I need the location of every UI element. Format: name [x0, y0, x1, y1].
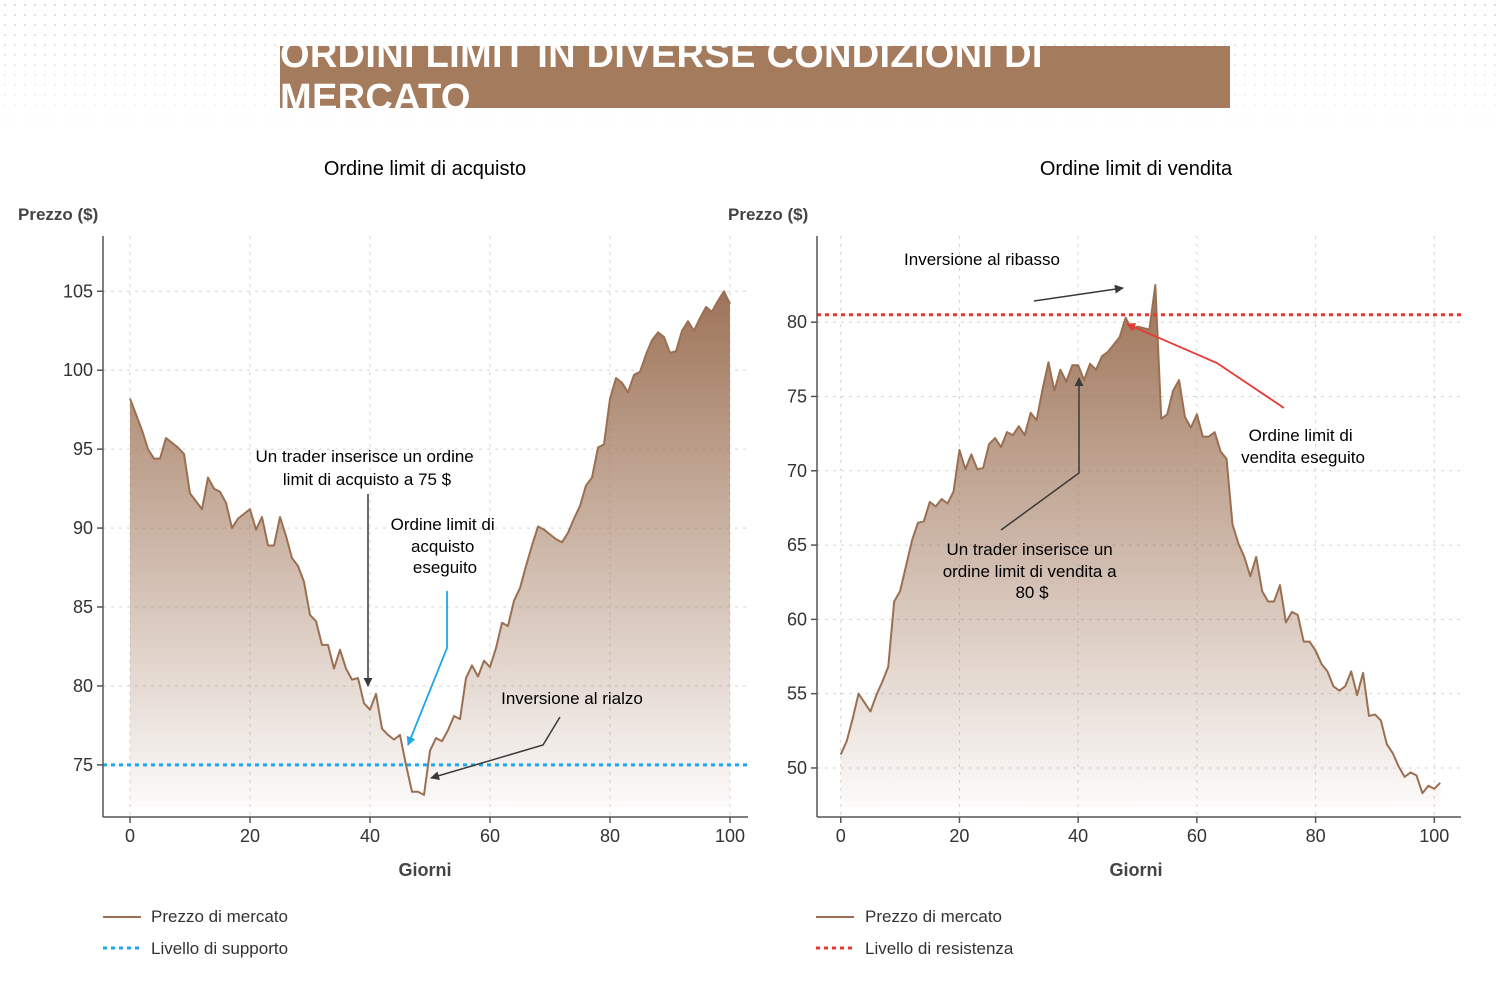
axes: 0 20 40 60 80 100 75 80 85 90 95 100 105 [63, 236, 748, 846]
annotation-trader-sell: Un trader inserisce un ordine limit di v… [943, 540, 1122, 602]
y-tick-label: 75 [787, 386, 807, 406]
y-tick-label: 80 [787, 312, 807, 332]
annotation-trader-buy-line1: Un trader inserisce un ordine [255, 447, 473, 466]
y-tick-label: 70 [787, 461, 807, 481]
legend-label-price: Prezzo di mercato [865, 907, 1002, 926]
x-tick-label: 20 [949, 826, 969, 846]
legend-label-support: Livello di supporto [151, 939, 288, 958]
arrow-trader-sell [1000, 377, 1084, 531]
y-axis-label: Prezzo ($) [728, 205, 808, 224]
x-tick-label: 0 [836, 826, 846, 846]
y-tick-label: 95 [73, 439, 93, 459]
legend: Prezzo di mercato Livello di resistenza [816, 907, 1014, 958]
x-tick-label: 20 [240, 826, 260, 846]
x-tick-label: 100 [715, 826, 745, 846]
y-tick-label: 105 [63, 281, 93, 301]
y-tick-label: 55 [787, 684, 807, 704]
annotation-reversal-down: Inversione al ribasso [904, 250, 1060, 269]
legend: Prezzo di mercato Livello di supporto [103, 907, 288, 958]
y-tick-label: 90 [73, 518, 93, 538]
y-tick-label: 65 [787, 535, 807, 555]
x-tick-label: 40 [1068, 826, 1088, 846]
y-tick-label: 85 [73, 597, 93, 617]
legend-label-resistance: Livello di resistenza [865, 939, 1014, 958]
arrow-reversal-up [430, 716, 561, 781]
annotation-buy-executed-line1: Ordine limit di [391, 515, 495, 534]
x-tick-label: 60 [1187, 826, 1207, 846]
legend-label-price: Prezzo di mercato [151, 907, 288, 926]
annotation-trader-sell-line2: ordine limit di vendita a [943, 562, 1117, 581]
arrow-buy-executed [406, 591, 448, 746]
x-tick-label: 100 [1419, 826, 1449, 846]
annotation-trader-sell-line1: Un trader inserisce un [946, 540, 1112, 559]
arrow-sell-executed [1126, 323, 1285, 409]
x-tick-label: 80 [600, 826, 620, 846]
annotation-sell-executed-line2: vendita eseguito [1241, 448, 1365, 467]
y-axis-label: Prezzo ($) [18, 205, 98, 224]
x-tick-label: 40 [360, 826, 380, 846]
price-area-fill [130, 291, 730, 807]
annotation-sell-executed: Ordine limit di vendita eseguito [1241, 426, 1365, 467]
y-tick-label: 100 [63, 360, 93, 380]
annotation-buy-executed-line3: eseguito [413, 558, 477, 577]
arrow-reversal-down [1033, 284, 1124, 302]
y-tick-label: 80 [73, 676, 93, 696]
y-tick-label: 75 [73, 755, 93, 775]
price-line [839, 284, 1441, 795]
annotation-reversal-up: Inversione al rialzo [501, 689, 643, 708]
y-tick-label: 50 [787, 758, 807, 778]
annotation-buy-executed: Ordine limit di acquisto eseguito [391, 515, 500, 577]
price-area-fill [840, 285, 1441, 807]
y-tick-label: 60 [787, 609, 807, 629]
annotation-trader-buy-line2: limit di acquisto a 75 $ [283, 470, 452, 489]
chart-buy-limit: Ordine limit di acquisto Prezzo ($) 0 20 4… [18, 158, 748, 958]
x-tick-label: 80 [1306, 826, 1326, 846]
chart-title: Ordine limit di vendita [1040, 158, 1233, 180]
chart-title: Ordine limit di acquisto [324, 158, 526, 180]
annotation-trader-sell-line3: 80 $ [1015, 583, 1049, 602]
annotation-buy-executed-line2: acquisto [411, 537, 474, 556]
x-tick-label: 60 [480, 826, 500, 846]
annotation-trader-buy: Un trader inserisce un ordine limit di a… [255, 447, 478, 489]
annotation-sell-executed-line1: Ordine limit di [1249, 426, 1353, 445]
x-axis-label: Giorni [399, 860, 452, 880]
axes: 0 20 40 60 80 100 50 55 60 65 70 75 80 [787, 236, 1461, 846]
x-tick-label: 0 [125, 826, 135, 846]
price-line [129, 290, 731, 796]
x-axis-label: Giorni [1110, 860, 1163, 880]
chart-sell-limit: Ordine limit di vendita Prezzo ($) 0 20 40… [728, 158, 1461, 958]
